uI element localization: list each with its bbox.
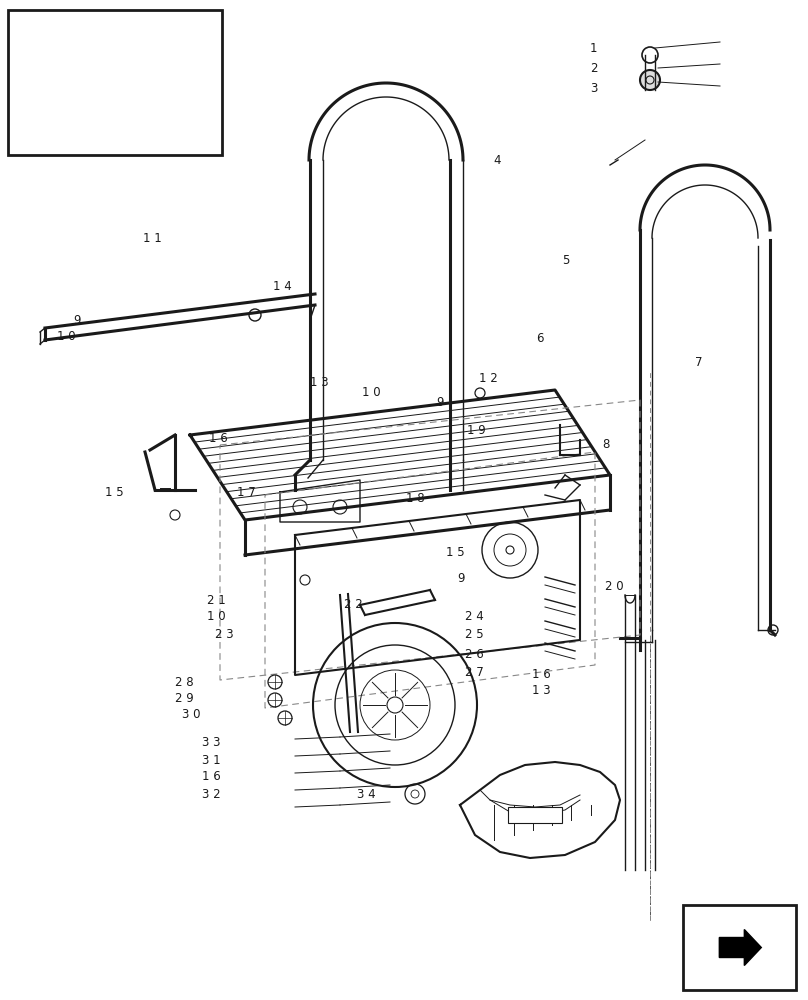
Text: 1 6: 1 6	[532, 668, 551, 680]
Text: 9: 9	[436, 396, 444, 410]
Text: 2 3: 2 3	[215, 628, 234, 641]
Text: 1 2: 1 2	[479, 371, 499, 384]
Bar	[508, 807, 562, 823]
Text: 2 9: 2 9	[175, 692, 194, 704]
Text: 2 0: 2 0	[604, 580, 624, 593]
Text: 2 8: 2 8	[175, 676, 194, 688]
Text: 2 6: 2 6	[465, 648, 484, 660]
Text: 1 0: 1 0	[362, 385, 381, 398]
Text: 2 4: 2 4	[465, 609, 484, 622]
Text: 3 0: 3 0	[183, 708, 200, 720]
Text: 3 3: 3 3	[203, 736, 221, 748]
Text: 1 9: 1 9	[467, 424, 486, 436]
Text: 1 1: 1 1	[142, 232, 162, 244]
Text: 3 4: 3 4	[356, 788, 376, 800]
Text: 1 3: 1 3	[309, 376, 329, 389]
Text: 2 2: 2 2	[343, 597, 363, 610]
Bar	[683, 905, 796, 990]
Text: 3 1: 3 1	[202, 754, 221, 766]
Text: 3: 3	[590, 82, 598, 95]
Text: 1 0: 1 0	[57, 330, 76, 344]
Text: 1: 1	[590, 41, 598, 54]
Text: 7: 7	[695, 356, 703, 368]
Bar	[8, 10, 222, 155]
Text: 1 3: 1 3	[532, 684, 551, 696]
Text: 1 6: 1 6	[208, 432, 228, 444]
Text: 1 5: 1 5	[105, 486, 124, 498]
Text: 1 6: 1 6	[202, 770, 221, 784]
Text: E.4.A.7: E.4.A.7	[515, 807, 556, 817]
Text: 2: 2	[590, 62, 598, 75]
Polygon shape	[719, 930, 761, 966]
Text: 2 1: 2 1	[207, 593, 226, 606]
Text: 6: 6	[536, 332, 544, 344]
Text: 1 8: 1 8	[406, 491, 425, 504]
Circle shape	[640, 70, 660, 90]
Text: 8: 8	[602, 438, 610, 450]
Text: 3 2: 3 2	[202, 788, 221, 800]
Text: 1 4: 1 4	[273, 279, 292, 292]
Text: 1 7: 1 7	[237, 486, 256, 498]
Text: 4: 4	[493, 153, 501, 166]
Text: 2 5: 2 5	[465, 629, 484, 642]
Text: 5: 5	[562, 253, 570, 266]
Text: 2 7: 2 7	[465, 666, 484, 678]
Text: 1 0: 1 0	[207, 609, 226, 622]
Text: 1 5: 1 5	[445, 546, 465, 560]
Text: 9: 9	[73, 314, 81, 326]
Text: 9: 9	[457, 572, 465, 584]
